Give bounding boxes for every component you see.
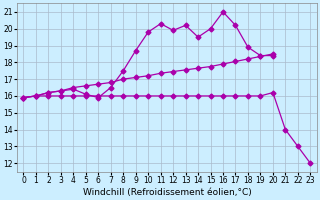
X-axis label: Windchill (Refroidissement éolien,°C): Windchill (Refroidissement éolien,°C) [83,188,251,197]
